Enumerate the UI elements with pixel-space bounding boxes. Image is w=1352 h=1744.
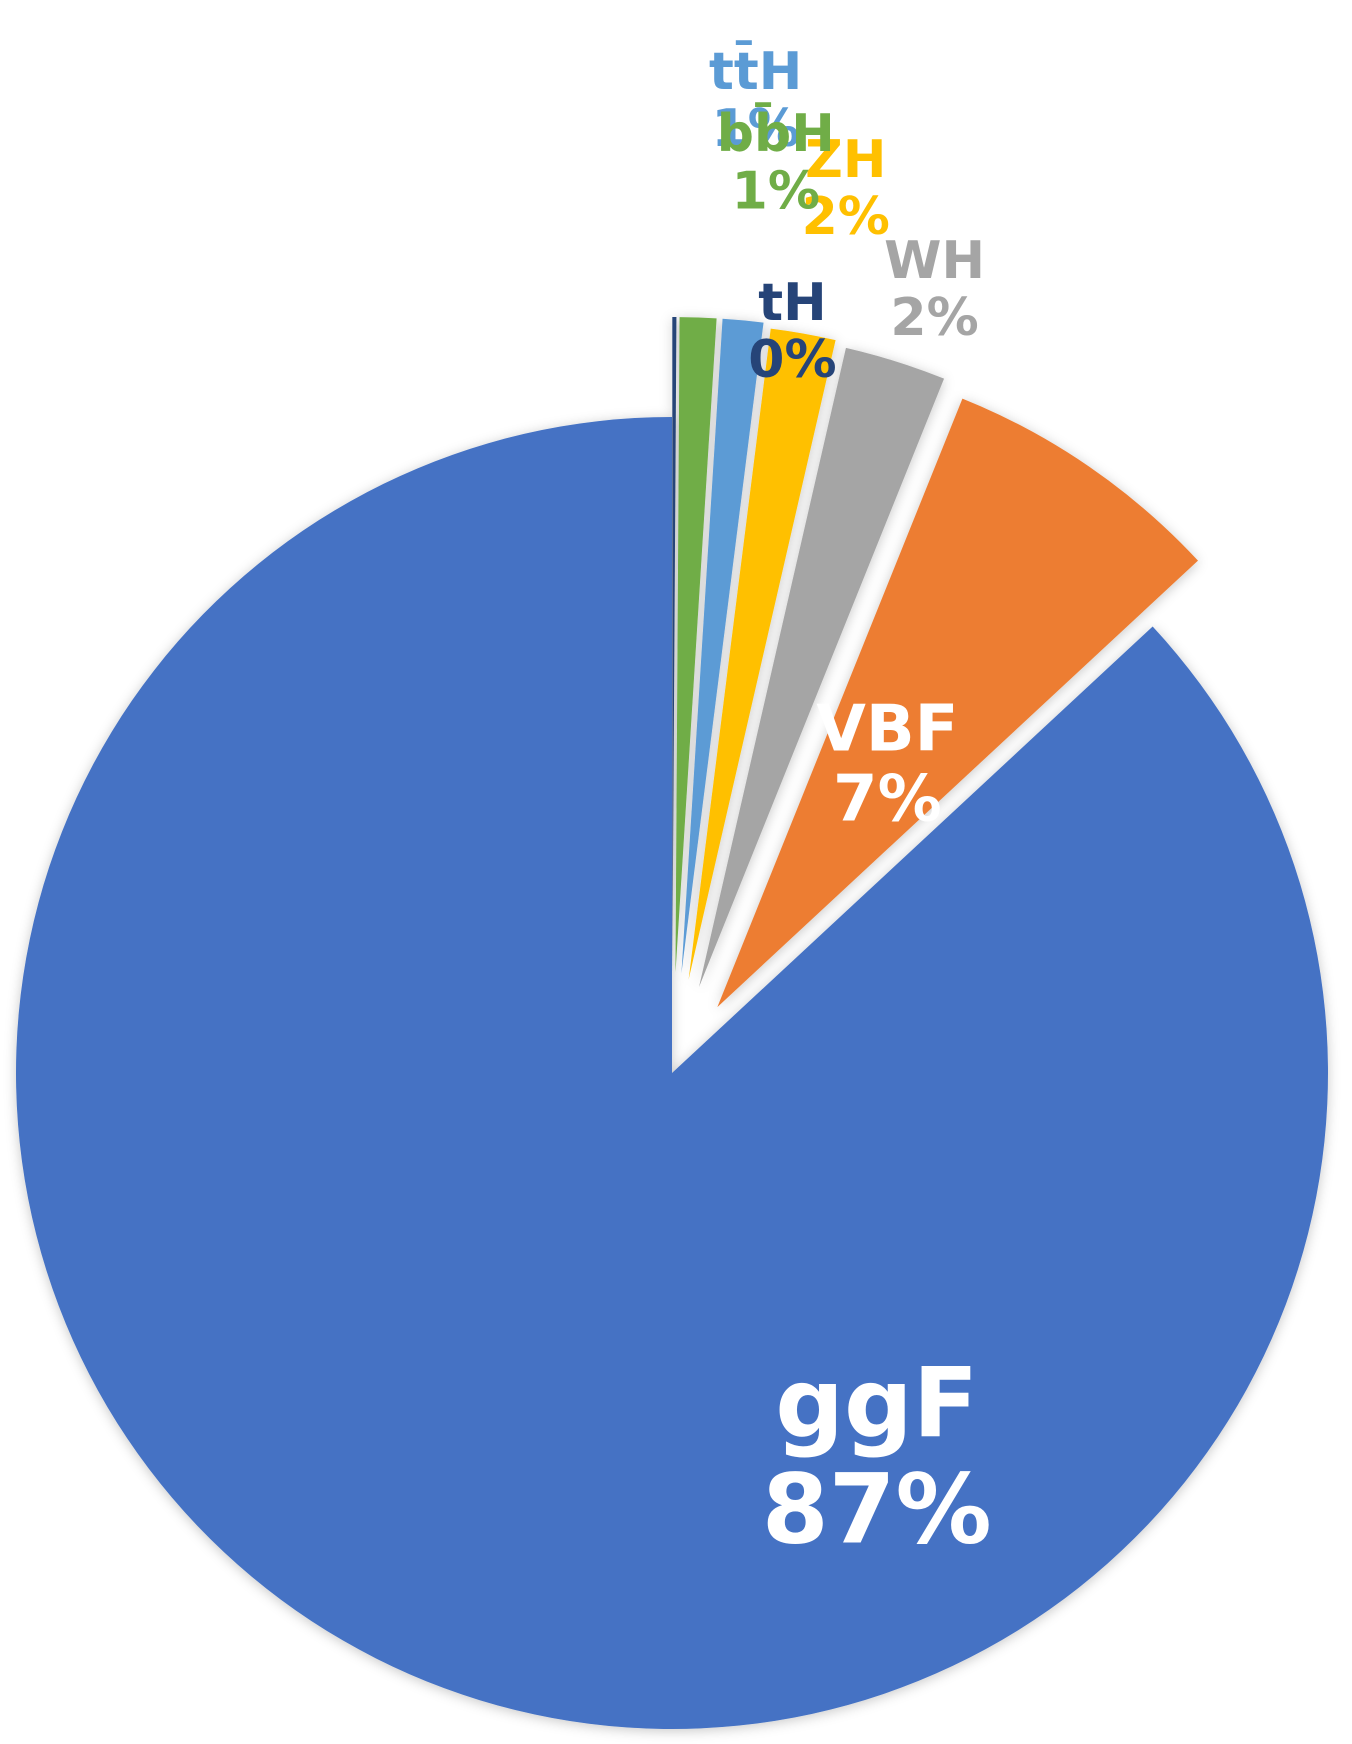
- pie-label-th: tH 0%: [748, 273, 836, 390]
- pie-label-percent: 2%: [802, 187, 890, 247]
- pie-label-name: VBF: [816, 692, 958, 766]
- pie-label-vbf: VBF 7%: [816, 692, 958, 836]
- pie-slice-bbh: [675, 317, 717, 974]
- pie-label-name: ZH: [805, 130, 886, 190]
- pie-label-name: ggF: [775, 1348, 978, 1460]
- pie-label-percent: 7%: [833, 763, 942, 837]
- pie-label-tth: tt̄H 1%: [709, 39, 802, 159]
- pie-slice-wh: [698, 347, 945, 988]
- pie-label-bbh: bb̄H 1%: [717, 102, 835, 222]
- pie-label-name: tH: [758, 273, 826, 333]
- pie-label-percent: 2%: [890, 288, 978, 348]
- pie-label-name: WH: [884, 231, 985, 291]
- pie-label-name: bb̄H: [717, 102, 835, 164]
- pie-labels: ggF 87%VBF 7%WH 2%ZH 2%tt̄H 1%bb̄H 1%tH 0%: [709, 39, 992, 1565]
- pie-slice-tth: [681, 318, 764, 974]
- pie-slice-zh: [688, 328, 836, 980]
- pie-label-percent: 87%: [762, 1453, 992, 1565]
- pie-label-percent: 1%: [711, 99, 799, 159]
- pie-label-ggf: ggF 87%: [762, 1348, 992, 1566]
- pie-label-percent: 1%: [732, 161, 820, 221]
- pie-label-zh: ZH 2%: [802, 130, 890, 247]
- pie-label-wh: WH 2%: [884, 231, 985, 348]
- pie-slice-vbf: [717, 398, 1198, 1008]
- pie-slices: [15, 317, 1328, 1730]
- pie-label-name: tt̄H: [709, 39, 802, 101]
- pie-slice-ggf: [15, 417, 1328, 1730]
- pie-label-percent: 0%: [748, 330, 836, 390]
- pie-slice-th: [672, 317, 677, 974]
